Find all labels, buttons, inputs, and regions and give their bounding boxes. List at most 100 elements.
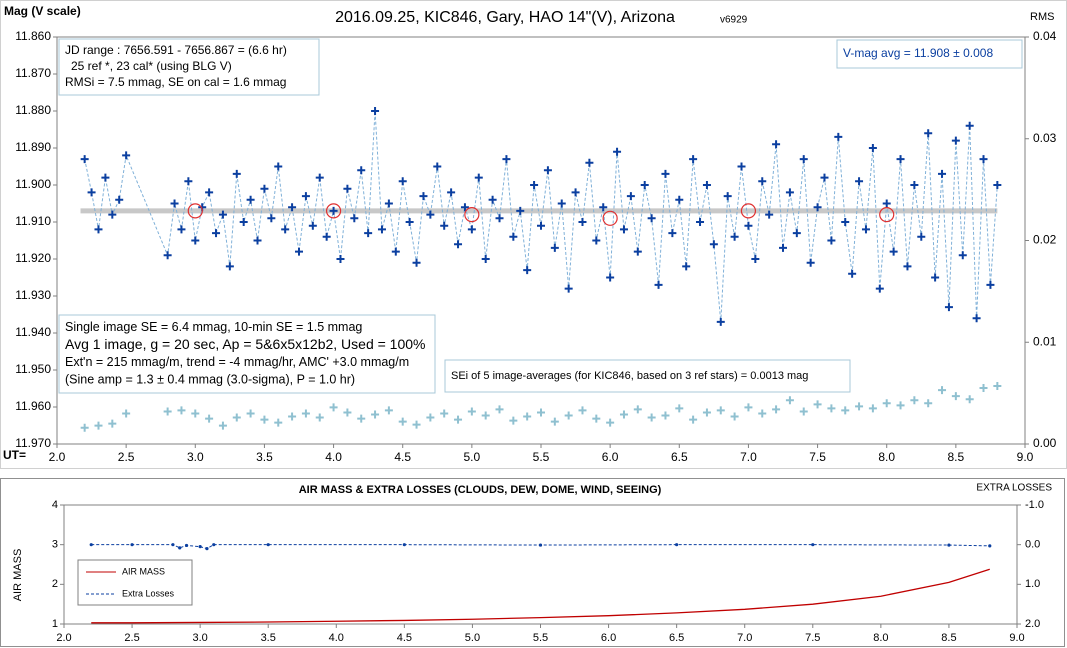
- point: [988, 544, 992, 548]
- point: [398, 177, 407, 186]
- y2-tick-label: -1.0: [1025, 499, 1044, 511]
- x-tick-label: 4.5: [394, 450, 411, 464]
- point: [702, 408, 711, 417]
- point: [322, 232, 331, 241]
- version: v6929: [720, 15, 748, 26]
- x-tick-label: 5.0: [464, 450, 481, 464]
- point: [571, 188, 580, 197]
- point: [467, 225, 476, 234]
- point: [827, 236, 836, 245]
- point: [440, 221, 449, 230]
- point: [606, 273, 615, 282]
- point: [875, 284, 884, 293]
- point: [205, 414, 214, 423]
- point: [130, 543, 134, 547]
- point: [965, 395, 974, 404]
- point: [702, 181, 711, 189]
- point: [325, 203, 342, 219]
- point: [910, 181, 919, 189]
- point: [537, 408, 545, 417]
- point: [993, 181, 1002, 189]
- point: [225, 262, 234, 271]
- y-tick-label: 11.940: [15, 325, 51, 339]
- point: [633, 405, 642, 414]
- point: [848, 269, 857, 278]
- x-tick-label: 6.5: [671, 450, 688, 464]
- point: [191, 236, 200, 245]
- x-tick-label: 3.0: [192, 632, 207, 644]
- point: [550, 417, 559, 426]
- point: [602, 210, 618, 226]
- point: [205, 547, 209, 551]
- point: [364, 229, 373, 238]
- y-tick-label: 11.960: [15, 399, 51, 413]
- point: [785, 396, 794, 405]
- point: [606, 418, 615, 427]
- y2-axis-label: RMS: [1030, 11, 1054, 23]
- point: [538, 543, 543, 547]
- point: [965, 121, 974, 130]
- point: [986, 280, 995, 289]
- point: [481, 411, 490, 420]
- point: [882, 399, 891, 408]
- y2-tick-label: 0.0: [1025, 539, 1040, 551]
- y-tick-label: 4: [52, 499, 58, 511]
- point: [239, 218, 248, 226]
- y-tick-label: 11.950: [15, 362, 51, 376]
- point: [426, 413, 435, 422]
- x-tick-label: 6.5: [669, 632, 684, 644]
- point: [447, 188, 456, 197]
- y-tick-label: 11.880: [15, 103, 51, 117]
- point: [350, 214, 359, 223]
- point: [640, 181, 649, 189]
- point: [171, 543, 175, 547]
- point: [509, 416, 518, 425]
- point: [80, 155, 89, 164]
- point: [841, 406, 850, 415]
- annotation-text: 25 ref *, 23 cal* (using BLG V): [71, 59, 232, 73]
- point: [647, 413, 656, 422]
- y-tick-label: 11.970: [15, 436, 51, 450]
- y-tick-label: 2: [52, 578, 58, 590]
- point: [675, 195, 684, 204]
- point: [108, 419, 117, 428]
- annotation-box: [58, 38, 320, 96]
- point: [592, 414, 601, 423]
- point: [232, 413, 241, 422]
- point: [924, 129, 933, 138]
- series-line: [84, 110, 998, 322]
- point: [917, 232, 926, 241]
- point: [951, 136, 960, 145]
- point: [811, 543, 815, 547]
- point: [315, 173, 324, 182]
- point: [723, 192, 732, 201]
- annotation-text: JD range : 7656.591 - 7656.867 = (6.6 hr…: [65, 43, 287, 57]
- point: [633, 247, 642, 256]
- point: [343, 408, 352, 417]
- point: [170, 199, 179, 208]
- point: [405, 218, 414, 226]
- point: [177, 225, 186, 234]
- point: [502, 155, 511, 164]
- y-tick-label: 11.870: [15, 66, 51, 80]
- point: [868, 144, 877, 152]
- point: [661, 411, 670, 420]
- point: [779, 243, 787, 252]
- point: [454, 415, 463, 424]
- annotation-text: Ext'n = 215 mmag/m, trend = -4 mmag/hr, …: [65, 355, 409, 369]
- point: [384, 406, 393, 415]
- x-tick-label: 8.5: [941, 632, 956, 644]
- y-tick-label: 11.860: [15, 29, 51, 43]
- point: [94, 225, 103, 234]
- x-tick-label: 7.5: [805, 632, 820, 644]
- point: [163, 407, 172, 416]
- x-tick-label: 8.0: [873, 632, 888, 644]
- y2-tick-label: 0.01: [1033, 334, 1057, 348]
- point: [709, 240, 718, 249]
- y-tick-label: 11.910: [15, 214, 51, 228]
- point: [758, 409, 767, 418]
- point: [772, 405, 781, 414]
- point: [402, 543, 406, 547]
- point: [765, 210, 774, 219]
